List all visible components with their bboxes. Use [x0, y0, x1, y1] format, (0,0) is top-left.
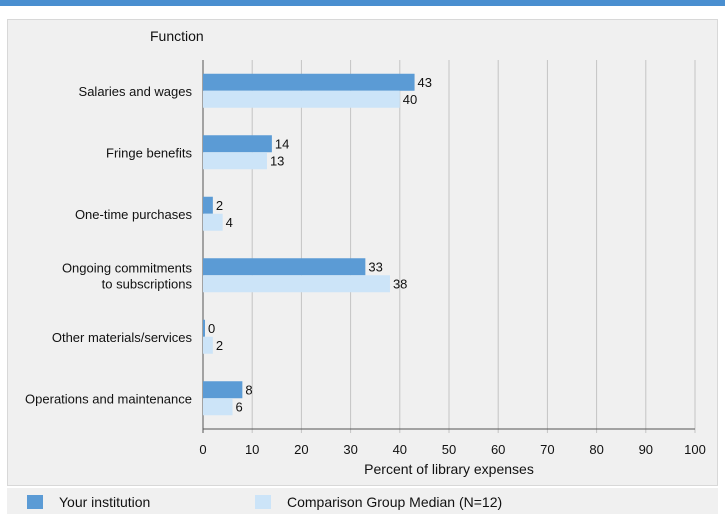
category-label: Operations and maintenance — [25, 391, 192, 406]
x-tick-label: 80 — [589, 442, 603, 457]
x-tick-label: 100 — [684, 442, 706, 457]
header-accent-bar — [0, 0, 725, 6]
data-label: 13 — [270, 153, 284, 168]
bar — [203, 152, 267, 170]
bar — [203, 73, 415, 91]
bars — [203, 73, 415, 416]
bar — [203, 381, 243, 399]
legend-swatch-comparison-group — [255, 495, 271, 509]
x-tick-label: 30 — [343, 442, 357, 457]
data-label: 0 — [208, 321, 215, 336]
x-tick-label: 20 — [294, 442, 308, 457]
data-label: 33 — [368, 259, 382, 274]
data-label: 40 — [403, 92, 417, 107]
bar — [203, 213, 223, 231]
data-label: 2 — [216, 338, 223, 353]
data-label: 43 — [418, 75, 432, 90]
category-label: One-time purchases — [75, 207, 193, 222]
data-label: 2 — [216, 198, 223, 213]
legend-label-your-institution: Your institution — [59, 494, 151, 510]
data-label: 38 — [393, 276, 407, 291]
legend-swatch-your-institution — [27, 495, 43, 509]
x-axis-title: Percent of library expenses — [364, 461, 534, 477]
legend: Your institution Comparison Group Median… — [7, 488, 718, 514]
x-tick-label: 0 — [199, 442, 206, 457]
x-tick-label: 50 — [442, 442, 456, 457]
x-tick-label: 40 — [393, 442, 407, 457]
bar — [203, 275, 390, 293]
category-label: Other materials/services — [52, 330, 193, 345]
x-tick-label: 10 — [245, 442, 259, 457]
x-tick-label: 70 — [540, 442, 554, 457]
bar — [203, 196, 213, 214]
category-axis-title: Function — [150, 28, 204, 44]
data-label: 8 — [245, 382, 252, 397]
bar — [203, 258, 366, 276]
category-labels: Salaries and wages Fringe benefits One-tim… — [25, 84, 192, 407]
x-tick-label: 90 — [639, 442, 653, 457]
bar — [203, 90, 400, 108]
x-tick-label: 60 — [491, 442, 505, 457]
bar — [203, 336, 213, 354]
grid-lines — [202, 60, 696, 433]
x-tick-labels: 0 10 20 30 40 50 60 70 80 90 100 — [199, 442, 705, 457]
bar — [203, 319, 205, 337]
bar — [203, 398, 233, 416]
category-label: Salaries and wages — [79, 84, 193, 99]
category-label: Ongoing commitments — [62, 260, 193, 275]
category-label: to subscriptions — [102, 276, 193, 291]
data-label: 6 — [236, 399, 243, 414]
legend-label-comparison-group: Comparison Group Median (N=12) — [287, 494, 503, 510]
data-label: 4 — [226, 215, 233, 230]
bar — [203, 135, 272, 153]
category-label: Fringe benefits — [106, 145, 192, 160]
data-label: 14 — [275, 136, 289, 151]
